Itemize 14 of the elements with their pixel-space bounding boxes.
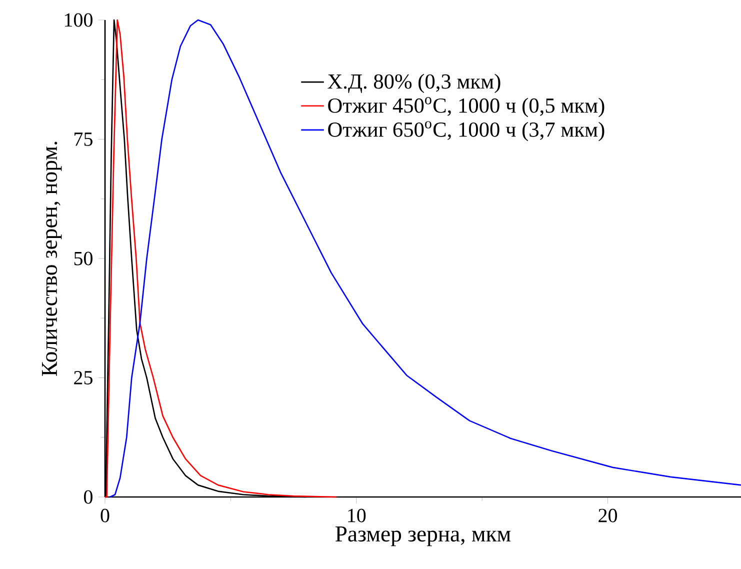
- y-tick-label: 0: [84, 490, 92, 504]
- legend-label: Отжиг 450$^{o}$C, 1000 ч (0,5 мкм): [328, 97, 604, 118]
- x-tick-label: 20: [598, 508, 618, 522]
- x-axis-title: Размер зерна, мкм: [336, 526, 511, 546]
- x-tick-label: 10: [348, 508, 366, 522]
- y-tick-label: 75: [74, 132, 92, 146]
- x-tick-label: 0: [100, 508, 110, 522]
- y-tick-label: 50: [74, 252, 92, 266]
- y-tick-label: 100: [64, 13, 92, 27]
- legend-label: Х.Д. 80% (0,3 мкм): [328, 74, 500, 94]
- y-tick-label: 25: [74, 371, 92, 384]
- y-axis-title: Количество зерен, норм.: [42, 142, 62, 376]
- line-series: [109, 19, 741, 498]
- legend-label: Отжиг 650$^{o}$C, 1000 ч (3,7 мкм): [328, 121, 604, 142]
